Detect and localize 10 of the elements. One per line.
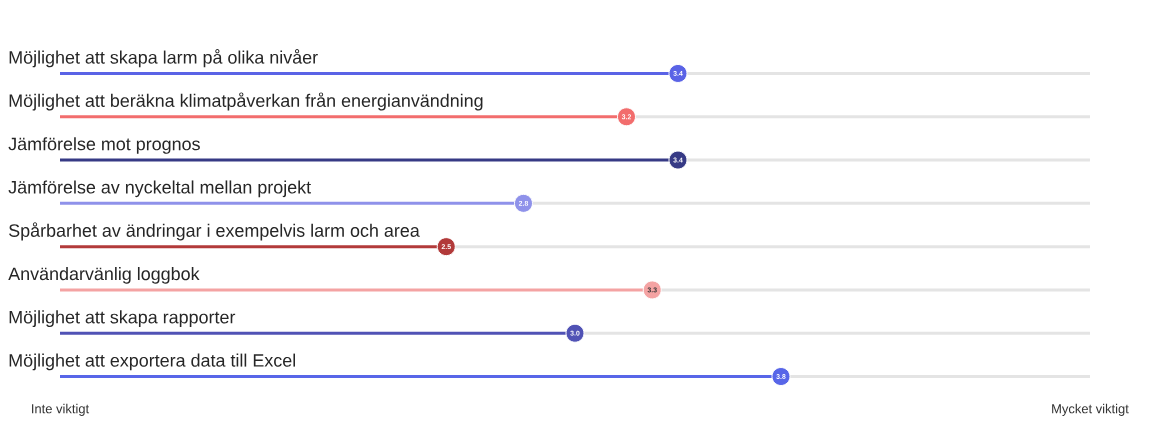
y-tick-label: Möjlighet att skapa rapporter [9,310,236,328]
y-tick-label: Möjlighet att beräkna klimatpåverkan från energianvändning [9,92,483,111]
y-tick-label: Spårbarhet av ändringar i exempelvis larm och area [9,222,420,241]
y-tick-label: Möjlighet att skapa larm på olika nivåer [9,49,318,68]
y-tick-label: Möjlighet att exportera data till Excel [9,353,296,371]
text: Inte viktigt [32,403,90,416]
y-tick-label: Jämförelse mot prognos [8,137,200,154]
text: Mycket viktigt [1052,403,1129,416]
y-tick-label: Jämförelse av nyckeltal mellan projekt [8,180,312,198]
y-tick-label: Användarvänlig loggbok [8,267,200,284]
